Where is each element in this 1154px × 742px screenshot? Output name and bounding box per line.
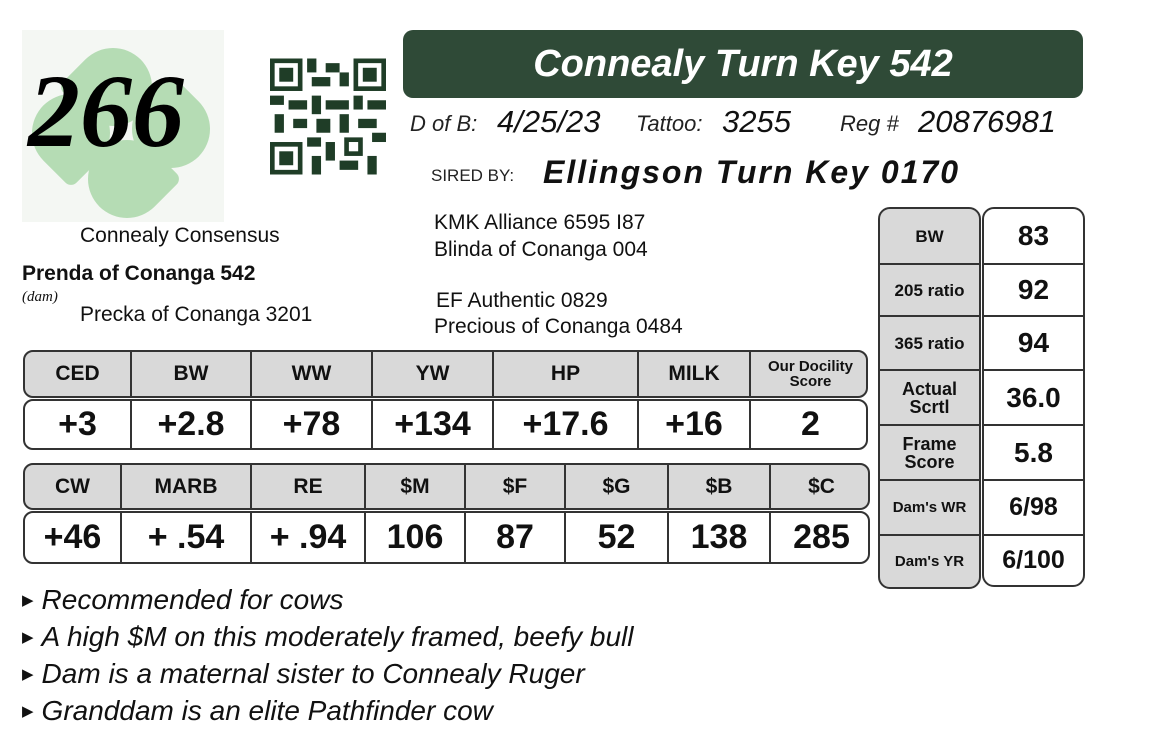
note-text: Granddam is an elite Pathfinder cow (41, 695, 493, 726)
epd-header: $F (464, 465, 564, 508)
sire-dam-sire: EF Authentic 0829 (436, 289, 608, 312)
epd-value: 106 (364, 513, 464, 562)
perf-label: 205 ratio (880, 263, 979, 315)
lot-number: 266 (28, 54, 184, 169)
reg-label: Reg # (840, 111, 899, 136)
perf-value: 6/100 (984, 534, 1083, 585)
performance-labels: BW 205 ratio 365 ratio Actual Scrtl Fram… (878, 207, 981, 589)
sire-sire: KMK Alliance 6595 I87 (434, 211, 646, 234)
tattoo-label: Tattoo: (636, 111, 703, 136)
epd-value: +17.6 (492, 401, 637, 448)
bullet-icon: ▶ (22, 592, 34, 609)
perf-label: Frame Score (880, 424, 979, 479)
epd-value: +3 (58, 405, 97, 443)
perf-label: Dam's YR (880, 534, 979, 587)
dam-sire: Connealy Consensus (80, 224, 280, 247)
perf-value: 6/98 (984, 479, 1083, 534)
clover-logo (15, 30, 227, 235)
dob-value: 4/25/23 (497, 104, 601, 139)
note-item: ▶ A high $M on this moderately framed, be… (22, 621, 633, 653)
sire-dam: Blinda of Conanga 004 (434, 238, 648, 261)
bullet-icon: ▶ (22, 703, 34, 720)
epd-header: CED (55, 362, 100, 385)
animal-name-title: Connealy Turn Key 542 (403, 30, 1083, 98)
reg-value: 20876981 (918, 104, 1056, 139)
sire-dam-dam: Precious of Conanga 0484 (434, 315, 683, 338)
note-text: Dam is a maternal sister to Connealy Rug… (41, 658, 585, 689)
epd-header: CW (55, 474, 90, 498)
bullet-icon: ▶ (22, 629, 34, 646)
perf-label: BW (915, 226, 944, 246)
qr-code[interactable] (270, 58, 386, 175)
epd-value: 52 (564, 513, 667, 562)
epd-value-row-1: +3 +2.8 +78 +134 +17.6 +16 2 (23, 399, 868, 450)
note-text: Recommended for cows (41, 584, 344, 615)
note-item: ▶ Dam is a maternal sister to Connealy Ru… (22, 658, 585, 690)
epd-header: $M (364, 465, 464, 508)
epd-header-row-1: CED BW WW YW HP MILK Our Docility Score (23, 350, 868, 398)
perf-value: 83 (1017, 220, 1050, 251)
epd-header: BW (130, 352, 250, 396)
epd-value: +46 (43, 518, 102, 556)
epd-header: YW (371, 352, 492, 396)
perf-label: Actual Scrtl (880, 369, 979, 424)
epd-value: + .54 (120, 513, 250, 562)
epd-header: Our Docility Score (749, 352, 866, 396)
epd-value: 87 (464, 513, 564, 562)
perf-value: 36.0 (984, 369, 1083, 424)
epd-value: 285 (769, 513, 868, 562)
epd-value: +134 (371, 401, 492, 448)
performance-values: 83 92 94 36.0 5.8 6/98 6/100 (982, 207, 1085, 587)
dam-dam: Precka of Conanga 3201 (80, 303, 313, 326)
perf-value: 94 (984, 315, 1083, 369)
perf-value: 92 (984, 263, 1083, 315)
epd-value-row-2: +46 + .54 + .94 106 87 52 138 285 (23, 511, 870, 564)
note-item: ▶ Recommended for cows (22, 584, 343, 616)
note-item: ▶ Granddam is an elite Pathfinder cow (22, 695, 493, 727)
dam-name: Prenda of Conanga 542 (22, 262, 256, 285)
perf-label: 365 ratio (880, 315, 979, 369)
sired-by-label: SIRED BY: (431, 166, 515, 185)
epd-value: 138 (667, 513, 769, 562)
epd-header: MILK (637, 352, 749, 396)
bullet-icon: ▶ (22, 666, 34, 683)
epd-header-row-2: CW MARB RE $M $F $G $B $C (23, 463, 870, 510)
epd-value: +2.8 (130, 401, 250, 448)
tattoo-value: 3255 (722, 104, 791, 139)
epd-value: +16 (637, 401, 749, 448)
epd-value: + .94 (250, 513, 364, 562)
epd-header: RE (250, 465, 364, 508)
epd-header: $G (564, 465, 667, 508)
epd-value: +78 (250, 401, 371, 448)
dob-label: D of B: (410, 111, 478, 136)
note-text: A high $M on this moderately framed, bee… (41, 621, 634, 652)
epd-header: $B (667, 465, 769, 508)
epd-header: HP (492, 352, 637, 396)
perf-value: 5.8 (984, 424, 1083, 479)
epd-header: WW (250, 352, 371, 396)
epd-value: 2 (749, 401, 866, 448)
epd-header: MARB (120, 465, 250, 508)
sire-name: Ellingson Turn Key 0170 (543, 154, 961, 190)
dam-label: (dam) (22, 289, 58, 305)
perf-label: Dam's WR (880, 479, 979, 534)
epd-header: $C (769, 465, 868, 508)
